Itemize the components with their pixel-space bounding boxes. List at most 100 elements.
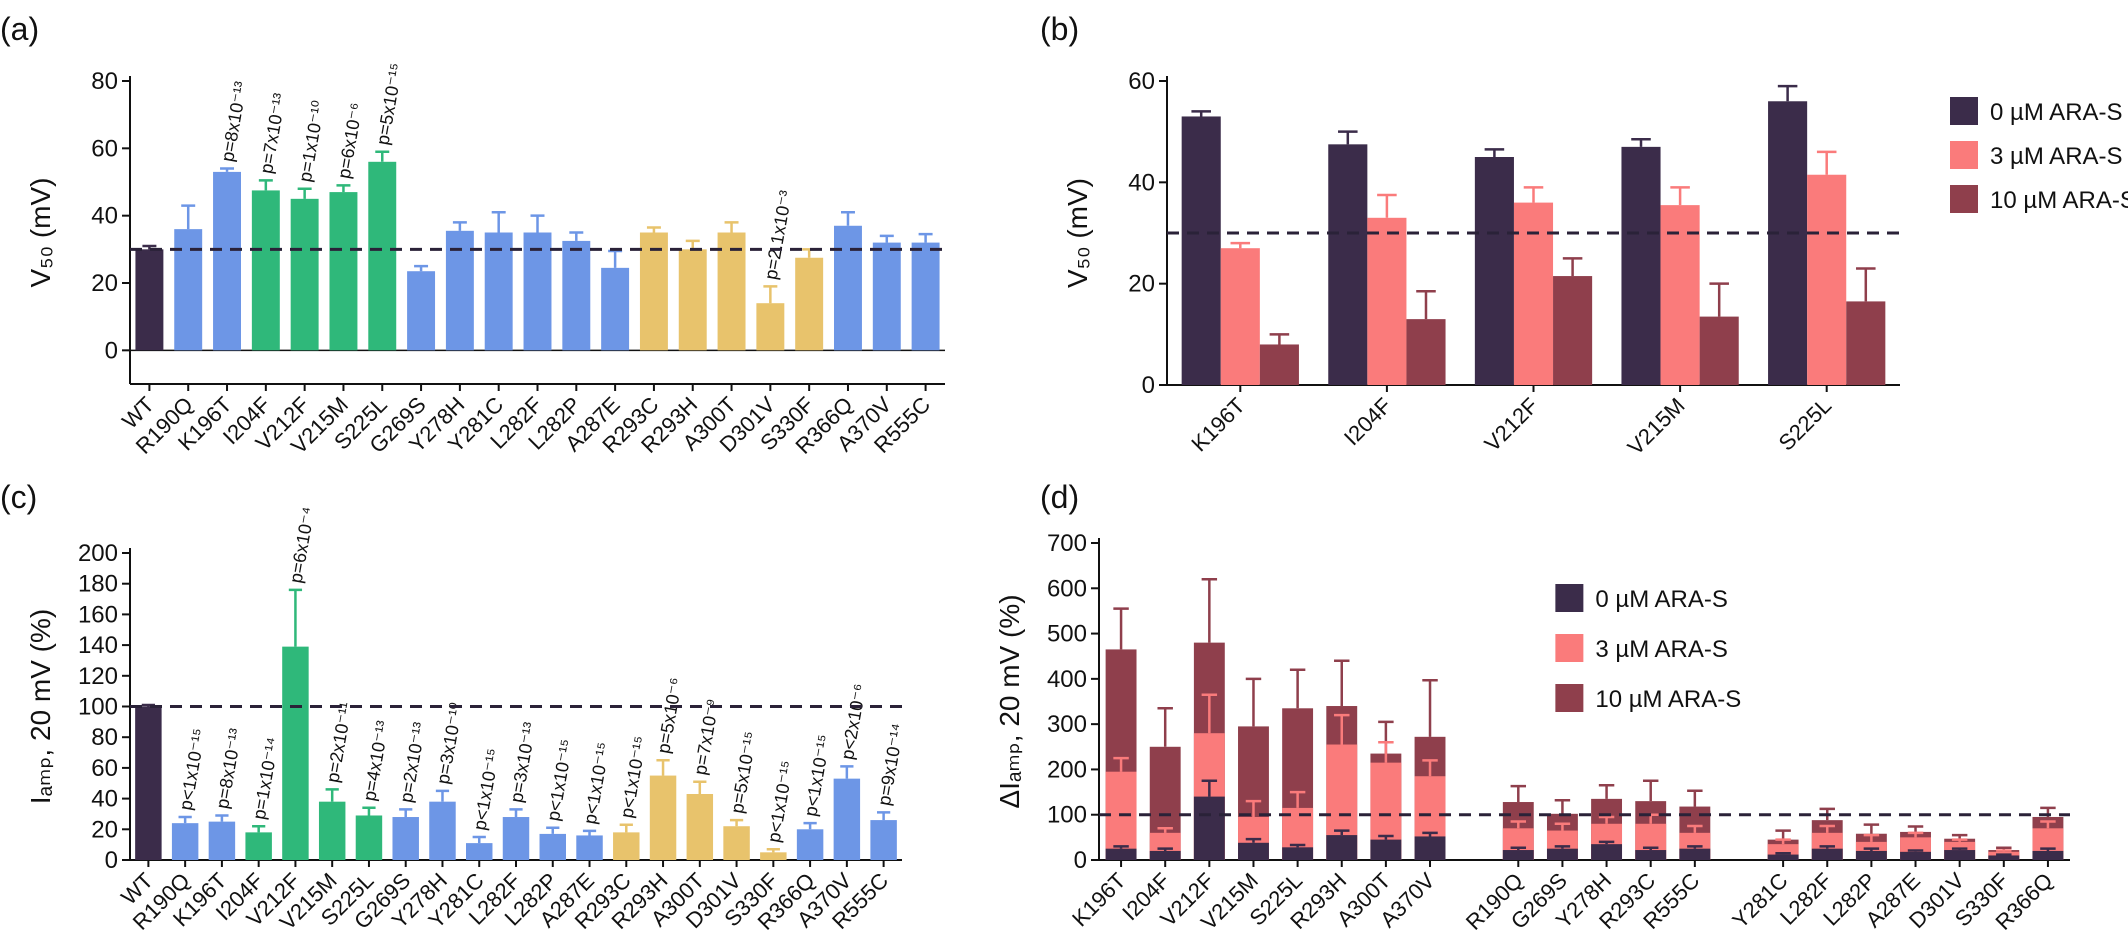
bar — [1621, 146, 1661, 385]
y-tick-label: 20 — [91, 270, 118, 297]
bar — [1238, 842, 1269, 860]
y-tick-label: 0 — [1074, 847, 1087, 874]
error-bar — [1775, 851, 1791, 855]
error-bar — [288, 588, 303, 647]
error-bar — [258, 179, 273, 191]
error-bar — [414, 264, 429, 272]
error-bar — [1230, 241, 1251, 249]
bar — [678, 249, 707, 351]
error-bar — [1687, 845, 1703, 849]
error-bar — [336, 184, 351, 193]
error-bar — [375, 150, 390, 162]
bar — [1105, 848, 1137, 860]
error-bar — [215, 814, 229, 822]
x-tick-label: K196T — [1067, 868, 1131, 932]
y-tick-label: 200 — [1047, 756, 1087, 783]
p-value: p=5x10⁻¹⁵ — [727, 730, 761, 815]
bar — [484, 232, 513, 351]
bar — [911, 242, 940, 351]
bar — [562, 240, 591, 351]
bar — [760, 852, 787, 860]
error-bar — [1777, 84, 1798, 102]
y-tick-label: 300 — [1047, 711, 1087, 738]
error-bar — [491, 211, 506, 233]
bar — [1149, 850, 1181, 860]
bar — [429, 801, 456, 860]
error-bar — [1157, 847, 1173, 851]
y-tick-label: 40 — [1128, 169, 1155, 196]
error-bar — [1816, 150, 1837, 175]
error-bar — [1775, 829, 1791, 840]
error-bar — [1113, 607, 1129, 650]
error-bar — [1951, 847, 1968, 851]
error-bar — [362, 806, 376, 816]
error-bar — [1484, 148, 1505, 157]
x-tick-label: V215M — [1623, 393, 1690, 460]
error-bar — [1289, 790, 1306, 808]
y-tick-label: 200 — [78, 540, 118, 567]
bar — [368, 161, 397, 351]
bar — [1553, 276, 1593, 385]
error-bar — [297, 187, 312, 199]
error-bar — [399, 808, 413, 818]
y-tick-label: 60 — [1128, 68, 1155, 95]
bar — [135, 706, 162, 860]
bar — [870, 820, 897, 860]
bar — [466, 843, 493, 860]
bar — [1220, 248, 1260, 385]
panel-label: (b) — [1040, 11, 1079, 47]
x-tick-label: K196T — [1186, 393, 1250, 457]
y-tick-label: 100 — [78, 694, 118, 721]
error-bar — [1113, 845, 1129, 849]
error-bar — [840, 211, 855, 226]
legend-swatch — [1950, 97, 1978, 125]
bar — [539, 833, 566, 860]
error-bar — [1416, 290, 1436, 320]
y-tick-label: 0 — [105, 337, 118, 364]
error-bar — [1631, 138, 1651, 147]
error-bar — [1819, 824, 1835, 833]
y-tick-label: 0 — [1142, 372, 1155, 399]
legend-swatch — [1950, 141, 1978, 169]
legend-label: 3 µM ARA-S — [1990, 143, 2123, 170]
error-bar — [1523, 186, 1544, 203]
bar — [872, 242, 901, 351]
p-value: p=2x10⁻¹¹ — [322, 701, 356, 784]
bar — [1855, 850, 1887, 860]
bar — [135, 249, 164, 351]
bar — [1193, 796, 1225, 860]
legend-label: 0 µM ARA-S — [1990, 99, 2123, 126]
bar — [1406, 319, 1446, 385]
panel-label: (c) — [0, 479, 37, 515]
error-bar — [1422, 831, 1438, 837]
y-tick-label: 180 — [78, 571, 118, 598]
error-bar — [1709, 282, 1729, 317]
p-value: p<1x10⁻¹⁵ — [617, 735, 651, 820]
bar — [2032, 850, 2064, 860]
legend-label: 0 µM ARA-S — [1595, 586, 1728, 613]
y-tick-label: 120 — [78, 663, 118, 690]
error-bar — [142, 244, 157, 250]
error-bar — [840, 765, 854, 779]
p-value: p=6x10⁻⁴ — [286, 505, 319, 584]
error-bar — [472, 835, 486, 844]
legend-swatch — [1555, 634, 1584, 662]
error-bar — [1191, 110, 1211, 117]
error-bar — [252, 824, 266, 833]
panel-label: (d) — [1040, 479, 1079, 515]
y-tick-label: 20 — [1128, 271, 1155, 298]
error-bar — [1642, 779, 1659, 802]
bar — [355, 815, 383, 860]
bar — [392, 817, 419, 860]
error-bar — [1863, 847, 1880, 851]
legend-swatch — [1555, 584, 1584, 612]
bar — [1282, 847, 1314, 860]
error-bar — [1334, 659, 1350, 707]
legend-label: 10 µM ARA-S — [1990, 187, 2128, 214]
y-tick-label: 60 — [91, 755, 118, 782]
legend-swatch — [1950, 185, 1978, 213]
error-bar — [1157, 707, 1173, 747]
bar — [833, 778, 861, 860]
error-bar — [1907, 825, 1924, 832]
